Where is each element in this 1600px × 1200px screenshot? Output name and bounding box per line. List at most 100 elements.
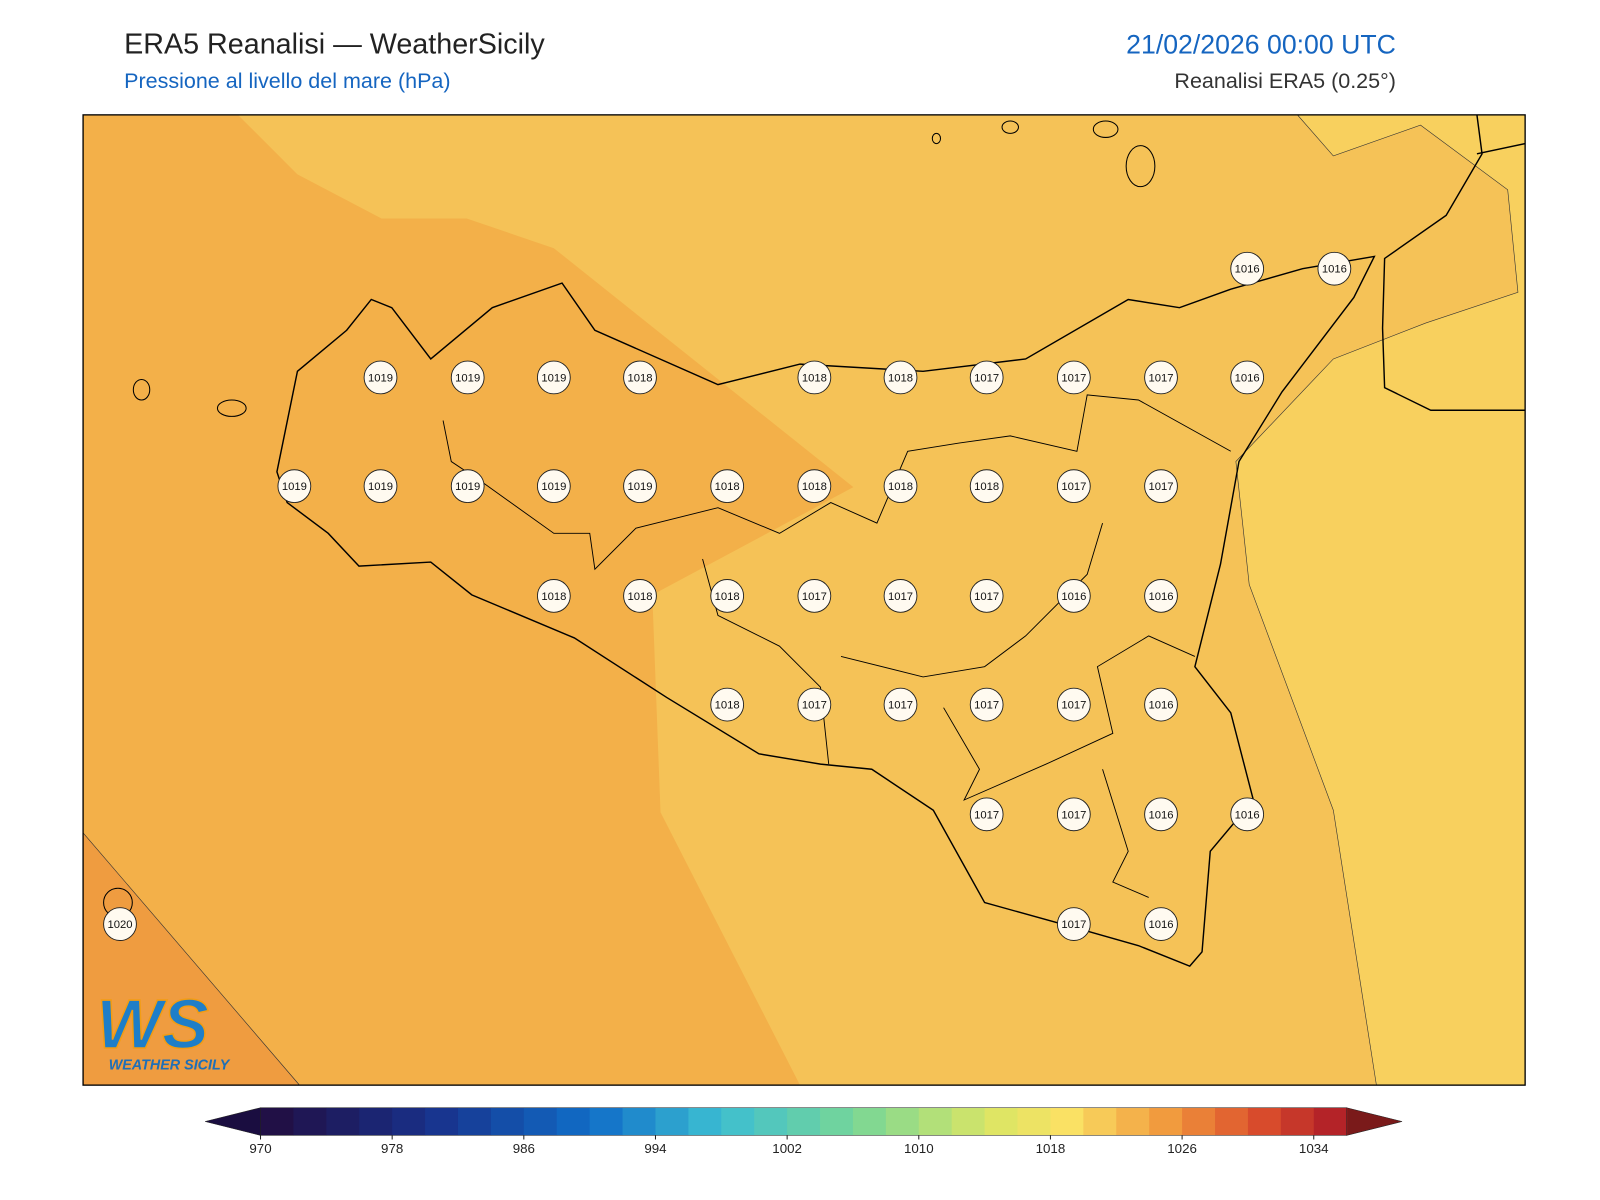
station-value: 1017 [802, 700, 827, 712]
station-marker [1056, 907, 1091, 941]
station-value: 1016 [1235, 372, 1260, 384]
station-marker [1056, 360, 1091, 395]
station-value: 1016 [1148, 919, 1173, 931]
colorbar-tick-label: 978 [381, 1141, 403, 1156]
station-value: 1018 [715, 481, 740, 493]
station-value: 1019 [455, 481, 480, 493]
station-value: 1018 [627, 372, 652, 384]
station-value: 1016 [1061, 591, 1086, 603]
station-value: 1019 [368, 372, 393, 384]
station-marker [797, 360, 832, 395]
station-value: 1017 [1061, 919, 1086, 931]
colorbar-tick-label: 1010 [904, 1141, 934, 1156]
stations: 1016 1016 1019 1019 1019 1018 1018 1018 1017 1017… [103, 251, 1352, 941]
station-value: 1017 [1148, 481, 1173, 493]
station-marker [623, 579, 657, 613]
colorbar-band [293, 1107, 327, 1136]
colorbar-tick-label: 1034 [1299, 1141, 1329, 1156]
map [83, 114, 1526, 1086]
colorbar-band [392, 1107, 426, 1136]
station-marker [797, 687, 832, 722]
colorbar-tick-label: 986 [513, 1141, 535, 1156]
station-marker [883, 469, 918, 504]
station-value: 1017 [974, 700, 999, 712]
logo: WS WEATHER SICILY [96, 984, 231, 1074]
station-value: 1018 [974, 481, 999, 493]
station-marker [450, 469, 485, 504]
map-frame [82, 114, 1526, 1086]
colorbar-band [1182, 1107, 1216, 1136]
station-value: 1018 [802, 372, 827, 384]
station-marker [1230, 797, 1265, 832]
station-value: 1018 [715, 591, 740, 603]
station-value: 1019 [627, 481, 652, 493]
station-marker [883, 579, 918, 613]
colorbar-band [984, 1107, 1019, 1136]
station-value: 1016 [1148, 591, 1173, 603]
colorbar: 970 978 986 994 1002 1010 1018 1026 1034 [205, 1107, 1403, 1156]
station-value: 1017 [1061, 372, 1086, 384]
colorbar-band [820, 1107, 854, 1136]
station-marker [1056, 797, 1091, 832]
colorbar-band [425, 1107, 459, 1136]
station-value: 1018 [888, 481, 913, 493]
station-marker [623, 360, 657, 395]
colorbar-band [326, 1107, 360, 1136]
station-marker [969, 469, 1004, 504]
station-value: 1020 [107, 919, 132, 931]
station-value: 1018 [802, 481, 827, 493]
colorbar-band [1149, 1107, 1183, 1136]
colorbar-band [655, 1107, 689, 1136]
station-marker [883, 360, 918, 395]
logo-name: WEATHER SICILY [109, 1058, 231, 1074]
colorbar-band [260, 1107, 294, 1136]
station-marker [710, 687, 745, 722]
station-marker [710, 579, 745, 613]
station-value: 1019 [541, 481, 566, 493]
station-marker [1317, 251, 1352, 286]
station-marker [1056, 469, 1091, 504]
station-value: 1017 [974, 591, 999, 603]
colorbar-band [852, 1107, 887, 1136]
station-value: 1017 [974, 372, 999, 384]
station-marker [363, 360, 398, 395]
station-marker [536, 469, 571, 504]
station-value: 1018 [715, 700, 740, 712]
subtitle: Pressione al livello del mare (hPa) [124, 69, 450, 93]
station-value: 1017 [974, 809, 999, 821]
station-value: 1018 [541, 591, 566, 603]
station-marker [1056, 579, 1091, 613]
station-value: 1018 [888, 372, 913, 384]
colorbar-band [1280, 1107, 1315, 1136]
station-marker [536, 360, 571, 395]
station-marker [277, 469, 312, 504]
station-value: 1017 [888, 700, 913, 712]
colorbar-tick-label: 994 [644, 1141, 667, 1156]
colorbar-tick-label: 1002 [772, 1141, 802, 1156]
colorbar-band [754, 1107, 788, 1136]
colorbar-band [1017, 1107, 1051, 1136]
colorbar-band [589, 1107, 624, 1136]
station-marker [710, 469, 745, 504]
station-value: 1016 [1235, 809, 1260, 821]
station-marker [969, 360, 1004, 395]
station-marker [1144, 907, 1178, 941]
station-marker [1056, 687, 1091, 722]
station-value: 1017 [1148, 372, 1173, 384]
station-marker [969, 687, 1004, 722]
colorbar-band [1215, 1107, 1249, 1136]
colorbar-tick-label: 1018 [1036, 1141, 1066, 1156]
station-value: 1019 [541, 372, 566, 384]
station-marker [363, 469, 398, 504]
colorbar-band [359, 1107, 393, 1136]
station-marker [797, 469, 832, 504]
station-value: 1019 [455, 372, 480, 384]
colorbar-band [688, 1107, 722, 1136]
station-marker [450, 360, 485, 395]
station-marker [1230, 360, 1265, 395]
station-marker [1230, 251, 1265, 286]
station-value: 1017 [1061, 700, 1086, 712]
station-marker [1144, 469, 1178, 504]
colorbar-band [918, 1107, 953, 1136]
